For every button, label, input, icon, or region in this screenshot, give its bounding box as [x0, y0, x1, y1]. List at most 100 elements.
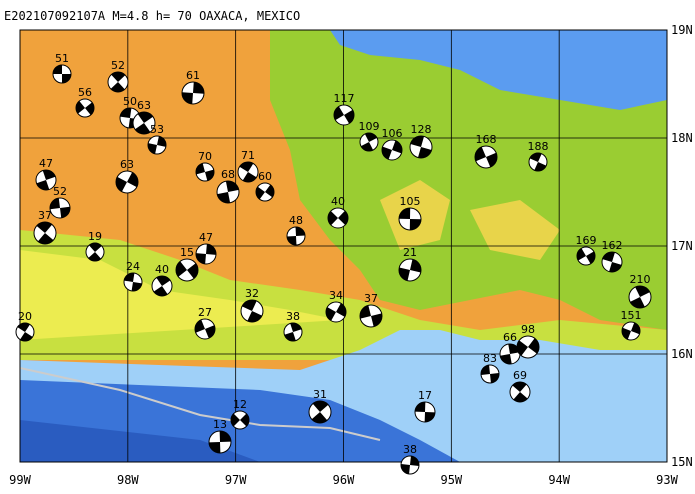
beachball-quadrant	[401, 456, 419, 474]
depth-label: 98	[521, 323, 535, 336]
depth-label: 162	[602, 239, 623, 252]
beachball-quadrant	[176, 261, 199, 279]
focal-mechanism: 40	[151, 263, 173, 297]
depth-label: 50	[123, 95, 137, 108]
focal-mechanism: 32	[240, 287, 264, 323]
depth-label: 128	[411, 123, 432, 136]
beachball-quadrant	[36, 222, 54, 244]
beachball-quadrant	[196, 244, 216, 264]
beachball-quadrant	[287, 226, 305, 245]
beachball-quadrant	[217, 181, 239, 203]
focal-mechanism: 151	[621, 309, 642, 341]
beachball-quadrant	[134, 112, 154, 134]
focal-mechanism: 19	[85, 230, 105, 262]
beachball-quadrant	[512, 382, 528, 403]
beachball-quadrant	[475, 146, 498, 168]
beachball-quadrant	[110, 72, 126, 93]
focal-mechanism: 12	[230, 398, 250, 430]
beachball-quadrant	[333, 106, 355, 124]
beachball-quadrant	[360, 132, 378, 151]
depth-label: 48	[289, 214, 303, 227]
beachball-quadrant	[630, 285, 650, 308]
beachball-quadrant	[124, 273, 142, 291]
beachball-quadrant	[622, 322, 640, 340]
depth-label: 63	[137, 99, 151, 112]
depth-label: 38	[403, 443, 417, 456]
focal-mechanism: 56	[75, 86, 95, 118]
depth-label: 60	[258, 170, 272, 183]
beachball-quadrant	[17, 323, 33, 341]
focal-mechanism: 169	[576, 234, 597, 266]
x-axis-label: 93W	[656, 473, 678, 487]
depth-label: 61	[186, 69, 200, 82]
depth-label: 31	[313, 388, 327, 401]
beachball-quadrant	[230, 413, 249, 427]
map-frame	[19, 29, 668, 463]
x-axis-label: 96W	[333, 473, 355, 487]
y-axis-label: 16N	[671, 347, 693, 361]
focal-mechanism: 66	[499, 331, 521, 365]
depth-label: 68	[221, 168, 235, 181]
beachball-quadrant	[148, 136, 167, 154]
focal-mechanism: 69	[509, 369, 531, 403]
beachball-quadrant	[195, 319, 215, 339]
beachball-quadrant	[75, 101, 95, 115]
depth-label: 34	[329, 289, 343, 302]
focal-mechanism: 68	[216, 168, 240, 204]
focal-mechanism: 47	[195, 231, 217, 265]
focal-mechanism: 71	[237, 149, 259, 183]
x-axis-label: 98W	[117, 473, 139, 487]
y-axis-label: 17N	[671, 239, 693, 253]
depth-label: 21	[403, 246, 417, 259]
title: E202107092107A M=4.8 h= 70 OAXACA, MEXIC…	[4, 9, 300, 23]
y-axis-label: 19N	[671, 23, 693, 37]
depth-label: 53	[150, 123, 164, 136]
focal-mechanism: 52	[107, 59, 129, 93]
beachball-quadrant	[36, 170, 56, 190]
beachball-quadrant	[242, 300, 262, 322]
beachball-quadrant	[481, 365, 499, 383]
beachball-quadrant	[398, 259, 422, 281]
beachball-quadrant	[529, 153, 547, 171]
depth-label: 12	[233, 398, 247, 411]
x-axis-label: 97W	[225, 473, 247, 487]
depth-label: 210	[630, 273, 651, 286]
y-axis-label: 15N	[671, 455, 693, 469]
beachball-quadrant	[88, 243, 102, 261]
focal-mechanism: 98	[516, 323, 540, 359]
focal-mechanism: 15	[175, 246, 199, 282]
depth-label: 109	[359, 120, 380, 133]
focal-mechanism: 37	[359, 292, 383, 328]
y-axis-label: 18N	[671, 131, 693, 145]
focal-mechanism: 168	[474, 133, 498, 169]
focal-mechanism: 63	[115, 158, 139, 194]
focal-mechanism: 60	[255, 170, 275, 202]
x-axis-label: 95W	[440, 473, 462, 487]
depth-label: 56	[78, 86, 92, 99]
depth-label: 66	[503, 331, 517, 344]
focal-mechanism: 51	[52, 52, 72, 84]
focal-mechanism: 31	[308, 388, 332, 424]
depth-label: 37	[38, 209, 52, 222]
depth-label: 63	[120, 158, 134, 171]
focal-mechanism: 63	[132, 99, 156, 135]
focal-mechanism: 52	[49, 185, 71, 219]
focal-mechanism: 17	[414, 389, 436, 423]
beachball-quadrant	[53, 65, 71, 83]
beachball-quadrant	[360, 305, 382, 327]
focal-mechanism: 27	[194, 306, 216, 340]
beachball-quadrant	[516, 338, 539, 356]
depth-label: 117	[334, 92, 355, 105]
beachball-quadrant	[382, 140, 402, 160]
depth-label: 51	[55, 52, 69, 65]
focal-mechanism: 38	[400, 443, 420, 475]
beachball-quadrant	[256, 184, 274, 200]
beachball-quadrant	[326, 303, 346, 321]
depth-label: 38	[286, 310, 300, 323]
depth-label: 20	[18, 310, 32, 323]
focal-mechanism: 20	[15, 310, 35, 342]
depth-label: 40	[331, 195, 345, 208]
depth-label: 27	[198, 306, 212, 319]
focal-mechanism: 162	[601, 239, 623, 273]
